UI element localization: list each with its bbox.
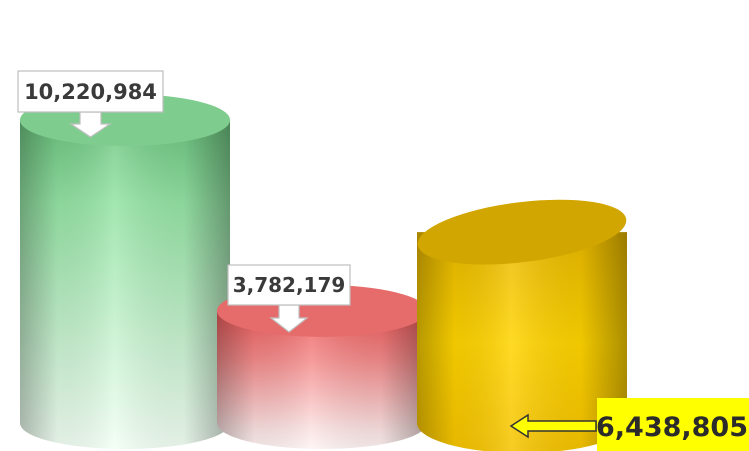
bar bbox=[217, 284, 427, 449]
callout-arrow bbox=[269, 304, 309, 333]
data-label: 10,220,984 bbox=[24, 80, 157, 104]
data-label-callout: 3,782,179 bbox=[227, 264, 351, 333]
bar bbox=[417, 199, 627, 451]
bar-shading bbox=[20, 120, 230, 449]
bar-shading bbox=[217, 310, 427, 449]
callout-arrow bbox=[69, 111, 112, 138]
callout-box bbox=[227, 264, 351, 306]
highlight-box bbox=[597, 398, 749, 451]
data-label: 3,782,179 bbox=[233, 273, 346, 297]
data-label-callout: 10,220,984 bbox=[17, 70, 164, 138]
bar-top bbox=[417, 199, 627, 265]
highlight-label: 6,438,805 bbox=[509, 398, 749, 451]
left-arrow bbox=[509, 413, 597, 439]
bar-shading bbox=[417, 232, 627, 451]
bar bbox=[20, 94, 230, 449]
callout-box bbox=[17, 70, 164, 113]
data-label: 6,438,805 bbox=[596, 412, 748, 443]
